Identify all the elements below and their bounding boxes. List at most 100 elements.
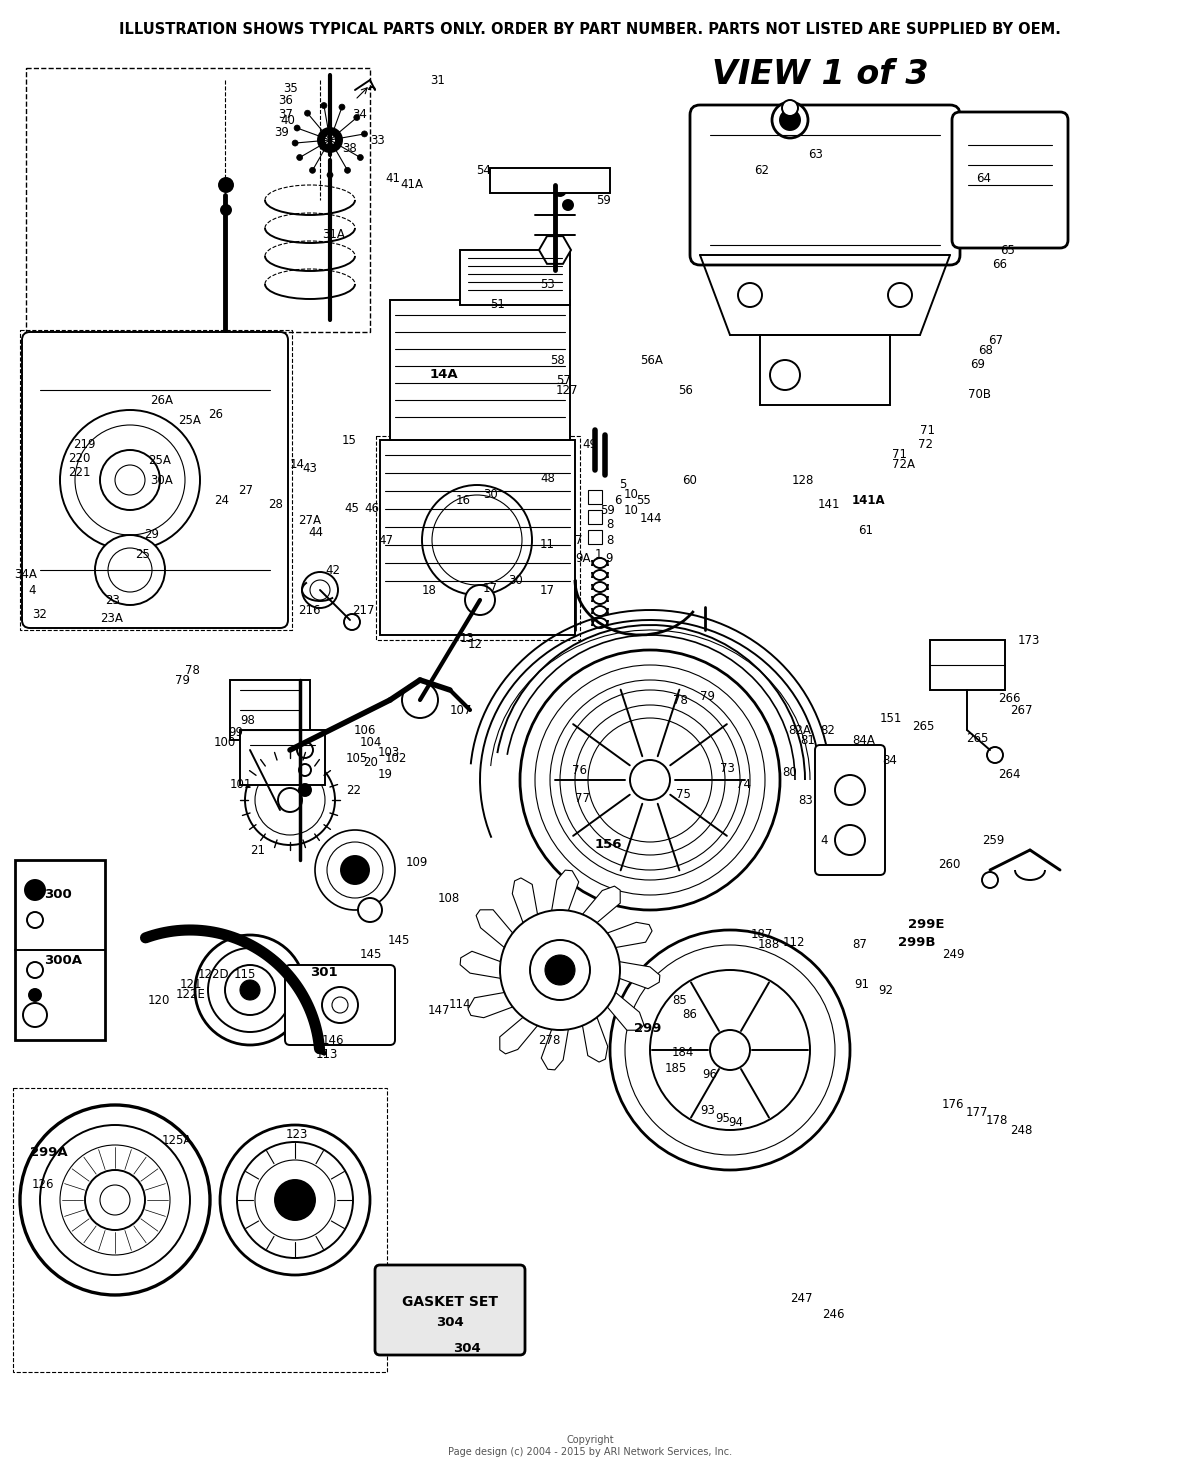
Text: 61: 61	[858, 523, 873, 536]
Text: 33: 33	[371, 133, 385, 146]
Circle shape	[317, 129, 342, 152]
Text: 96: 96	[702, 1068, 717, 1081]
Circle shape	[835, 825, 865, 855]
Bar	[15, 861, 105, 1040]
Text: 126: 126	[32, 1179, 54, 1192]
Circle shape	[100, 1185, 130, 1216]
Circle shape	[322, 988, 358, 1023]
Text: 78: 78	[673, 694, 688, 707]
Circle shape	[96, 535, 165, 605]
Text: 266: 266	[998, 691, 1021, 704]
Bar	[391, 300, 570, 440]
Circle shape	[520, 650, 780, 910]
Text: 24: 24	[214, 494, 229, 507]
Text: 82: 82	[820, 723, 835, 736]
Text: 27A: 27A	[299, 513, 321, 526]
Text: 176: 176	[942, 1099, 964, 1112]
Text: 43: 43	[302, 462, 317, 475]
Text: 141A: 141A	[852, 494, 886, 507]
Text: 84A: 84A	[852, 733, 874, 747]
Text: 188: 188	[758, 938, 780, 951]
Text: 300: 300	[44, 888, 72, 901]
Circle shape	[358, 155, 363, 161]
Text: 87: 87	[852, 938, 867, 951]
Text: 27: 27	[238, 484, 253, 497]
Text: 178: 178	[986, 1113, 1009, 1126]
Text: 299B: 299B	[898, 935, 936, 948]
Text: 102: 102	[385, 751, 407, 764]
Circle shape	[85, 1170, 145, 1230]
Text: 69: 69	[970, 358, 985, 371]
Circle shape	[76, 425, 185, 535]
Text: 65: 65	[999, 244, 1015, 257]
Text: 122E: 122E	[176, 988, 205, 1001]
Text: 4: 4	[820, 833, 827, 846]
Circle shape	[219, 178, 232, 191]
Text: 20: 20	[363, 755, 378, 768]
Circle shape	[710, 1030, 750, 1069]
Text: 5: 5	[620, 479, 627, 491]
Text: 14: 14	[290, 459, 304, 472]
Circle shape	[25, 880, 45, 900]
Text: 112: 112	[784, 935, 806, 948]
Text: 26: 26	[208, 409, 223, 422]
Text: 78: 78	[185, 663, 199, 676]
Text: 147: 147	[428, 1004, 451, 1017]
Text: 75: 75	[676, 789, 690, 802]
Polygon shape	[468, 992, 513, 1018]
Text: 10: 10	[624, 488, 638, 501]
Text: 7: 7	[575, 533, 583, 546]
Text: 12: 12	[468, 638, 483, 652]
Text: 25A: 25A	[148, 453, 171, 466]
Text: 51: 51	[490, 298, 505, 311]
Text: 57: 57	[556, 374, 571, 387]
Circle shape	[324, 134, 336, 146]
Circle shape	[358, 899, 382, 922]
Text: 98: 98	[240, 713, 255, 726]
Text: 260: 260	[938, 859, 961, 872]
Circle shape	[114, 465, 145, 495]
Circle shape	[60, 411, 199, 549]
Text: 71: 71	[892, 449, 907, 462]
Circle shape	[237, 1143, 353, 1258]
Text: 299A: 299A	[30, 1145, 67, 1159]
Circle shape	[327, 842, 384, 899]
Text: 56: 56	[678, 383, 693, 396]
Text: 40: 40	[280, 114, 295, 127]
Text: 53: 53	[540, 279, 555, 292]
Bar	[490, 168, 610, 193]
Text: 122D: 122D	[198, 969, 230, 982]
Circle shape	[535, 665, 765, 896]
Text: 177: 177	[966, 1106, 989, 1119]
Text: 25A: 25A	[178, 413, 201, 427]
Circle shape	[30, 989, 41, 1001]
Text: 101: 101	[230, 779, 253, 792]
Circle shape	[530, 939, 590, 999]
Circle shape	[630, 760, 670, 801]
Text: 267: 267	[1010, 704, 1032, 716]
Polygon shape	[608, 992, 644, 1030]
Text: GASKET SET: GASKET SET	[402, 1294, 498, 1309]
Circle shape	[550, 679, 750, 880]
Text: 265: 265	[966, 732, 989, 745]
Text: 74: 74	[736, 779, 750, 792]
Text: 184: 184	[671, 1046, 694, 1059]
Text: 44: 44	[308, 526, 323, 539]
Text: 73: 73	[720, 761, 735, 774]
Text: 30: 30	[509, 574, 523, 586]
Text: 56A: 56A	[640, 354, 663, 367]
Text: 299: 299	[634, 1021, 661, 1034]
Polygon shape	[551, 871, 578, 910]
Text: 13: 13	[460, 631, 474, 644]
Text: 17: 17	[540, 583, 555, 596]
Text: 114: 114	[450, 998, 472, 1011]
Text: 187: 187	[750, 929, 773, 941]
Text: 108: 108	[438, 891, 460, 904]
Text: 48: 48	[540, 472, 555, 485]
Circle shape	[27, 961, 42, 977]
Text: 128: 128	[792, 473, 814, 487]
Text: 76: 76	[572, 764, 586, 776]
Text: 64: 64	[976, 171, 991, 184]
Text: 8: 8	[607, 533, 614, 546]
Circle shape	[255, 1160, 335, 1240]
